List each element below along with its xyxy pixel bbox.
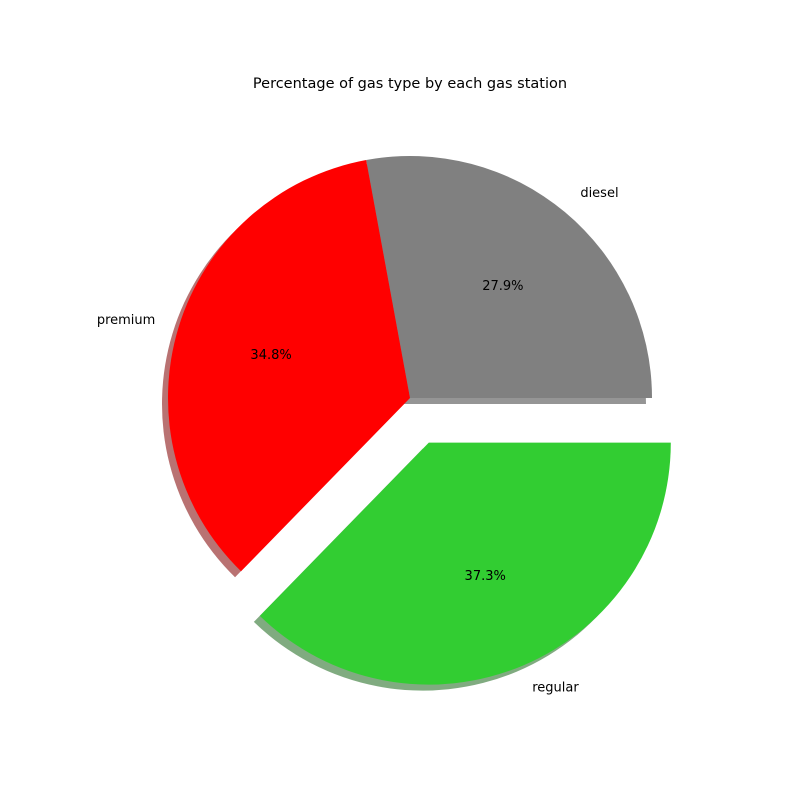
slice-label-premium: premium	[97, 313, 156, 328]
slice-percent-label-regular: 37.3%	[465, 569, 506, 584]
slice-diesel	[366, 155, 652, 398]
slice-regular	[259, 442, 671, 685]
slice-label-regular: regular	[532, 680, 579, 695]
slice-label-diesel: diesel	[580, 186, 618, 201]
label-layer: diesel 27.9% premium 34.8% regular 37.3%	[97, 186, 619, 695]
slice-layer	[168, 155, 671, 685]
slice-premium	[168, 160, 410, 572]
slice-percent-label-premium: 34.8%	[250, 348, 291, 363]
slice-percent-label-diesel: 27.9%	[482, 279, 523, 294]
chart-title: Percentage of gas type by each gas stati…	[253, 76, 567, 92]
